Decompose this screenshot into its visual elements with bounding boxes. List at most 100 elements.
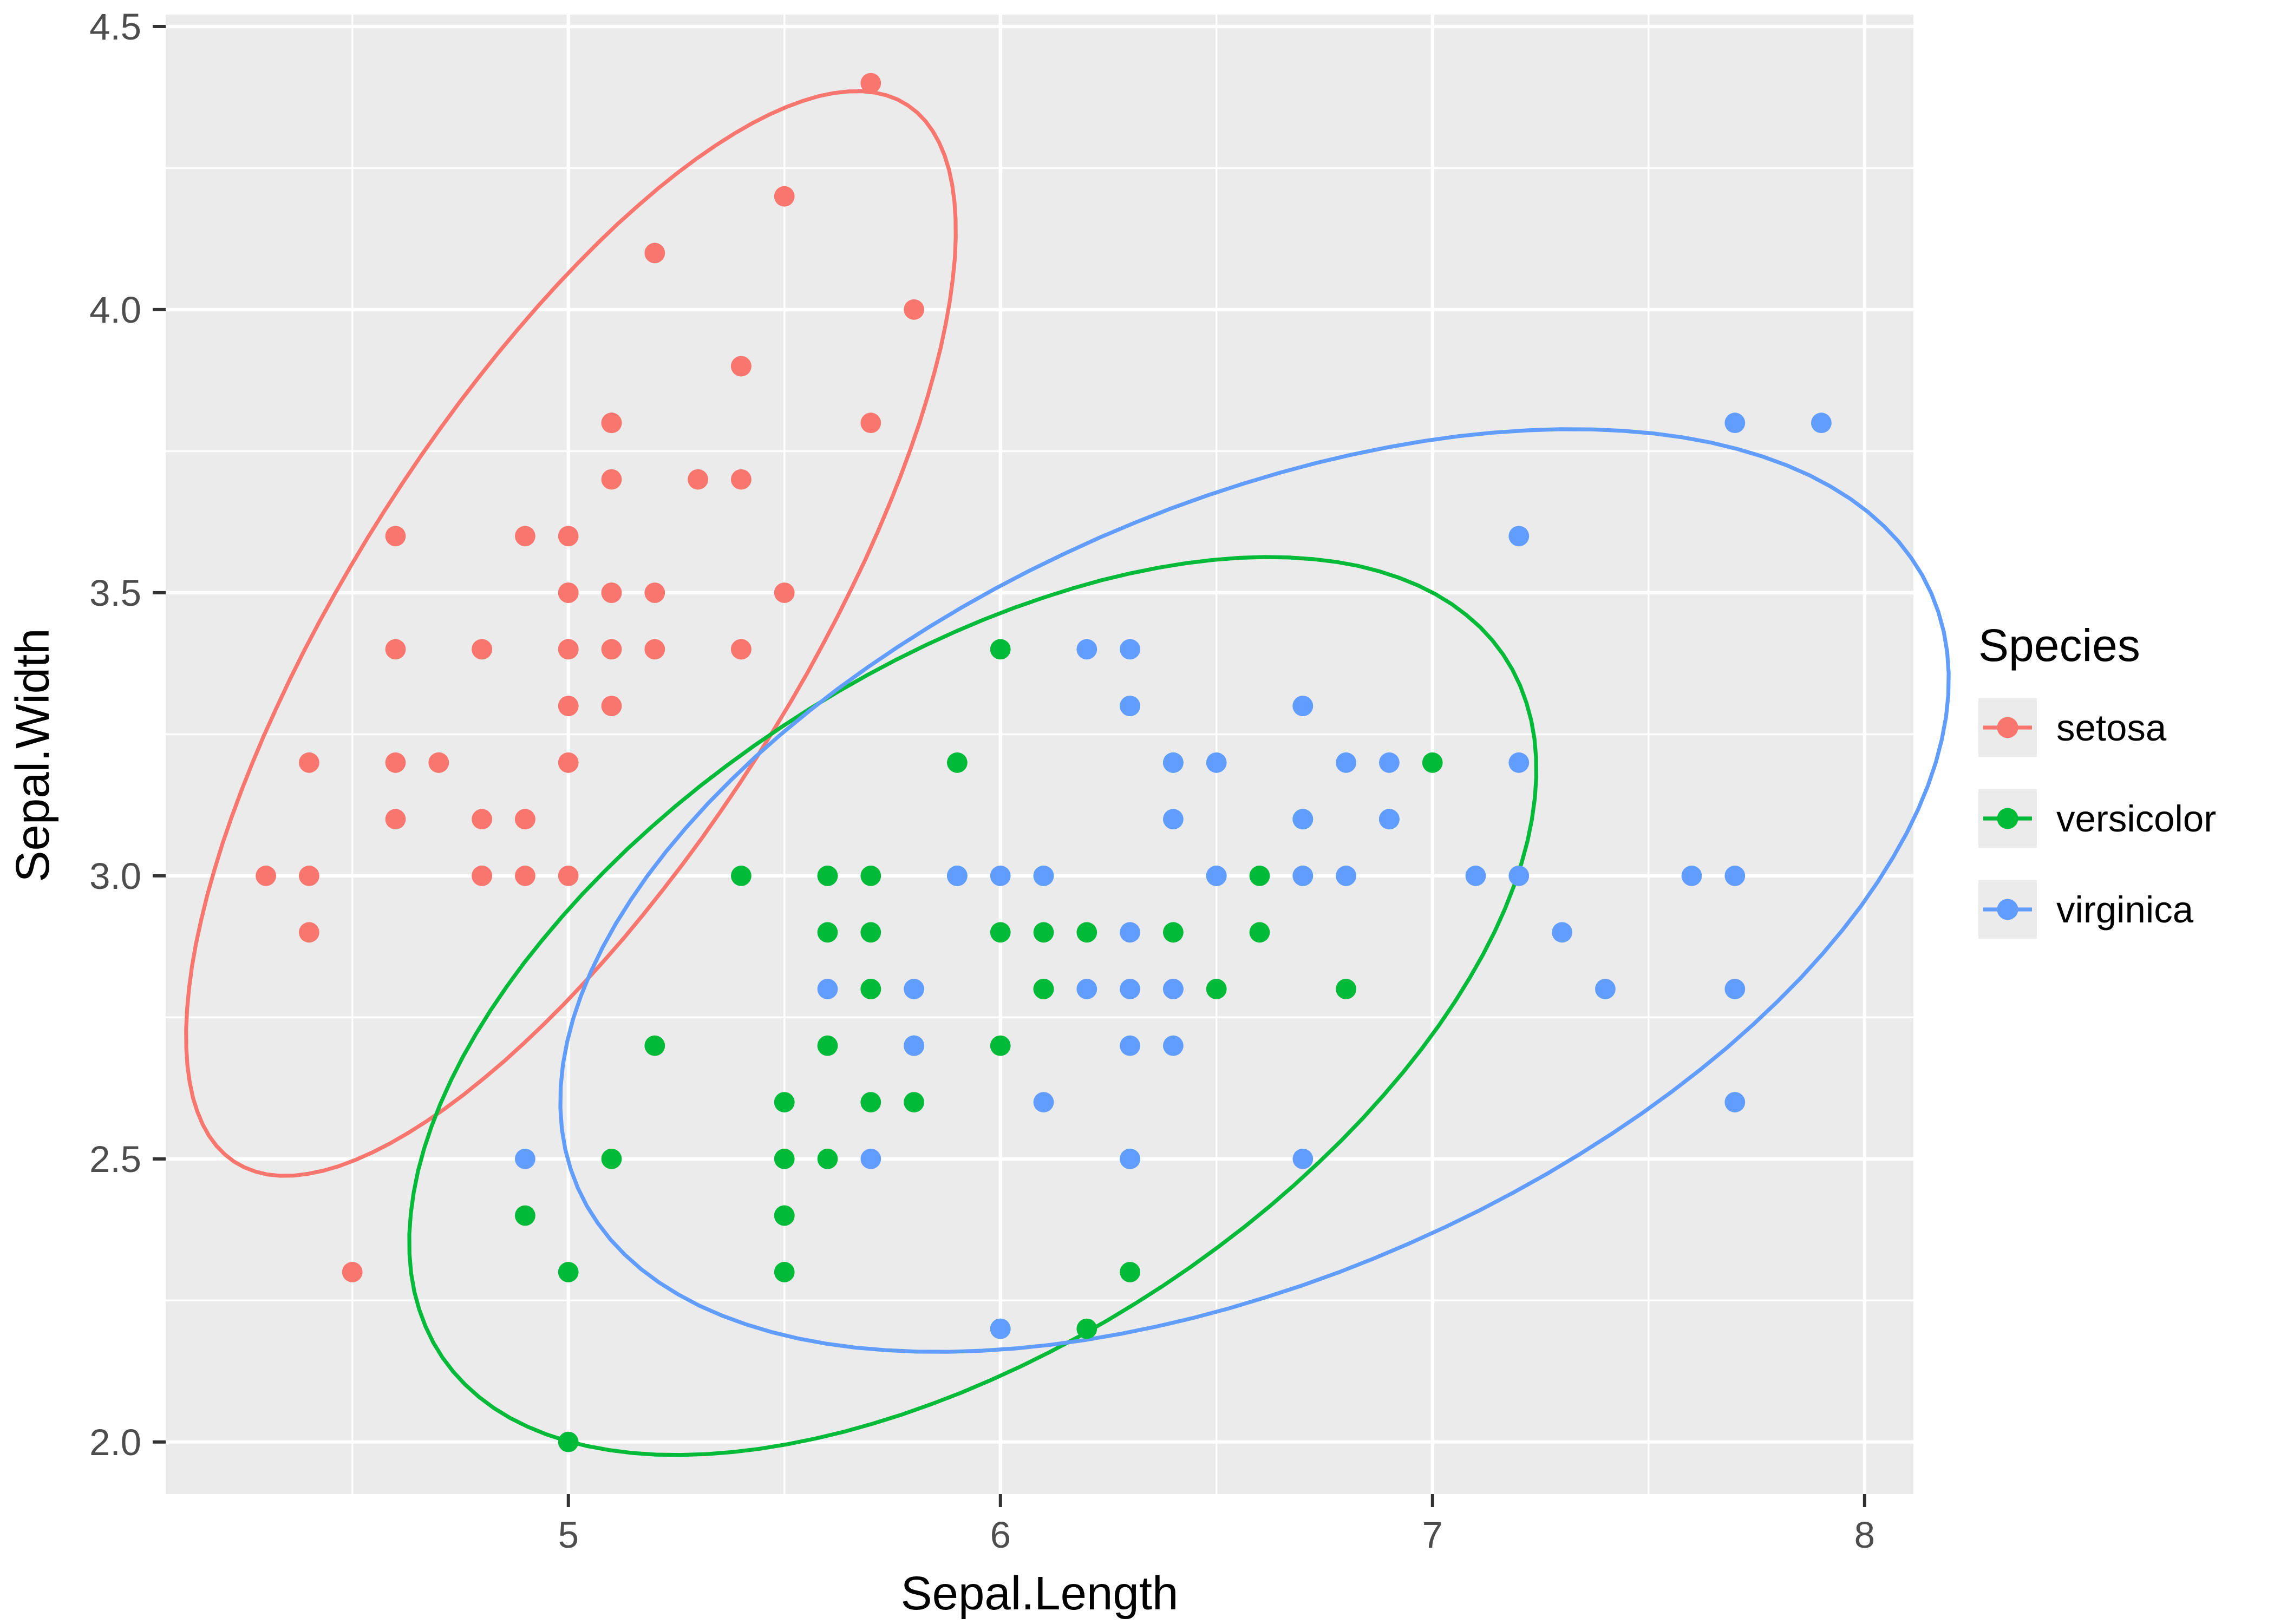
data-point-versicolor — [947, 752, 968, 773]
data-point-setosa — [558, 526, 579, 547]
data-point-virginica — [1379, 809, 1400, 830]
chart-layers: 5 6 7 8 2.0 2.5 3.0 3.5 4.0 4.5 — [89, 6, 1951, 1556]
data-point-versicolor — [904, 1092, 924, 1112]
data-point-versicolor — [774, 1092, 795, 1112]
data-point-virginica — [1206, 866, 1227, 886]
data-point-virginica — [1033, 866, 1054, 886]
data-point-virginica — [1552, 922, 1572, 943]
data-point-virginica — [904, 1035, 924, 1056]
data-point-versicolor — [817, 922, 838, 943]
data-point-virginica — [1120, 1148, 1140, 1169]
data-point-setosa — [644, 243, 665, 264]
data-point-setosa — [472, 809, 493, 830]
data-point-versicolor — [1336, 979, 1356, 999]
data-point-versicolor — [515, 1205, 535, 1226]
y-tick-label: 4.0 — [89, 289, 141, 331]
data-point-virginica — [990, 1318, 1011, 1339]
data-point-versicolor — [1076, 1318, 1097, 1339]
data-point-versicolor — [1033, 979, 1054, 999]
confidence-ellipse-setosa — [184, 89, 958, 1178]
data-point-virginica — [1724, 979, 1746, 999]
x-tick-label: 6 — [990, 1514, 1011, 1556]
data-point-virginica — [515, 1148, 535, 1169]
data-point-setosa — [731, 356, 752, 377]
data-point-versicolor — [1076, 922, 1097, 943]
data-point-setosa — [385, 809, 406, 830]
data-point-versicolor — [990, 639, 1011, 660]
data-point-virginica — [860, 1148, 881, 1169]
data-point-versicolor — [860, 922, 881, 943]
data-point-setosa — [601, 582, 622, 603]
data-point-virginica — [990, 866, 1011, 886]
data-point-virginica — [1120, 696, 1140, 717]
data-point-virginica — [1681, 866, 1702, 886]
data-point-setosa — [601, 639, 622, 660]
data-point-virginica — [1120, 979, 1140, 999]
data-point-setosa — [299, 752, 319, 773]
data-point-virginica — [1076, 979, 1097, 999]
data-point-setosa — [385, 639, 406, 660]
data-point-setosa — [472, 639, 493, 660]
data-point-versicolor — [1033, 922, 1054, 943]
data-point-virginica — [1336, 752, 1356, 773]
legend-item-virginica: virginica — [1978, 880, 2194, 939]
data-point-versicolor — [731, 866, 752, 886]
data-point-setosa — [515, 866, 535, 886]
data-point-setosa — [904, 299, 924, 320]
data-point-setosa — [428, 752, 449, 773]
data-point-versicolor — [990, 1035, 1011, 1056]
x-tick-label: 5 — [558, 1514, 579, 1556]
y-tick-label: 3.0 — [89, 855, 141, 897]
data-point-versicolor — [774, 1205, 795, 1226]
data-point-setosa — [558, 866, 579, 886]
data-point-setosa — [731, 469, 752, 490]
data-point-setosa — [472, 866, 493, 886]
data-point-virginica — [1120, 922, 1140, 943]
data-point-setosa — [601, 412, 622, 434]
y-tick-label: 2.5 — [89, 1138, 141, 1180]
legend-item-versicolor: versicolor — [1978, 789, 2216, 848]
data-point-versicolor — [1163, 922, 1184, 943]
data-point-setosa — [385, 526, 406, 547]
data-point-versicolor — [817, 866, 838, 886]
data-point-versicolor — [558, 1431, 579, 1452]
data-point-setosa — [601, 696, 622, 717]
data-point-virginica — [947, 866, 968, 886]
data-point-setosa — [860, 73, 881, 94]
data-point-versicolor — [558, 1262, 579, 1282]
data-point-virginica — [1508, 752, 1530, 773]
data-point-setosa — [774, 186, 795, 207]
data-point-virginica — [1033, 1092, 1054, 1112]
data-point-setosa — [860, 412, 881, 434]
data-point-setosa — [558, 639, 579, 660]
data-point-versicolor — [860, 866, 881, 886]
data-point-versicolor — [1249, 866, 1270, 886]
legend-key-point — [1997, 808, 2018, 829]
legend-label: virginica — [2056, 889, 2194, 931]
y-tick-label: 2.0 — [89, 1422, 141, 1463]
data-point-virginica — [1292, 866, 1314, 886]
confidence-ellipse-versicolor — [407, 555, 1539, 1457]
data-point-versicolor — [990, 922, 1011, 943]
data-point-virginica — [817, 979, 838, 999]
data-point-setosa — [601, 469, 622, 490]
data-point-versicolor — [817, 1148, 838, 1169]
data-point-virginica — [904, 979, 924, 999]
x-axis-title: Sepal.Length — [901, 1567, 1179, 1620]
data-point-setosa — [558, 582, 579, 603]
data-point-virginica — [1379, 752, 1400, 773]
data-point-virginica — [1292, 1148, 1314, 1169]
data-point-versicolor — [1120, 1262, 1140, 1282]
y-axis-title: Sepal.Width — [6, 628, 59, 882]
data-point-setosa — [385, 752, 406, 773]
data-point-setosa — [299, 922, 319, 943]
data-point-virginica — [1163, 809, 1184, 830]
data-point-setosa — [515, 526, 535, 547]
legend-key-point — [1997, 899, 2018, 920]
data-point-virginica — [1508, 526, 1530, 547]
data-point-virginica — [1595, 979, 1616, 999]
data-point-setosa — [558, 696, 579, 717]
y-tick-label: 4.5 — [89, 6, 141, 48]
legend-key-point — [1997, 717, 2018, 738]
